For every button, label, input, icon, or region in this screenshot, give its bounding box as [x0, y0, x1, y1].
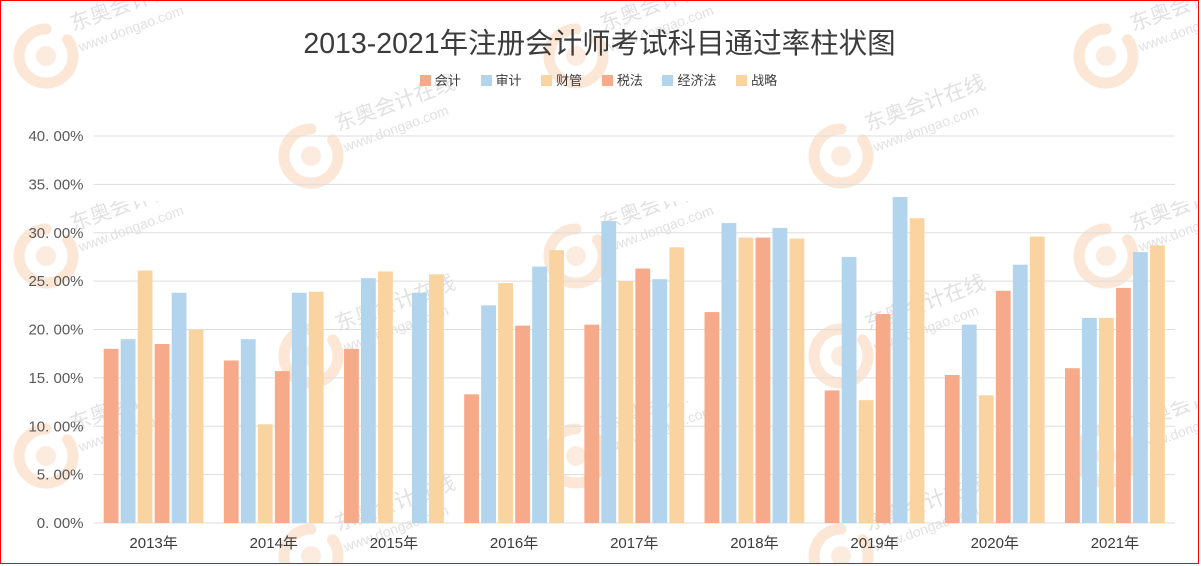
- svg-text:0. 00%: 0. 00%: [37, 515, 84, 532]
- svg-text:35. 00%: 35. 00%: [28, 176, 83, 193]
- svg-text:2019年: 2019年: [850, 535, 898, 552]
- svg-text:2014年: 2014年: [250, 535, 298, 552]
- svg-text:25. 00%: 25. 00%: [28, 273, 83, 290]
- svg-text:2021年: 2021年: [1091, 535, 1139, 552]
- svg-text:2018年: 2018年: [730, 535, 778, 552]
- svg-text:10. 00%: 10. 00%: [28, 418, 83, 435]
- svg-text:2013年: 2013年: [129, 535, 177, 552]
- svg-text:2017年: 2017年: [610, 535, 658, 552]
- svg-text:2015年: 2015年: [370, 535, 418, 552]
- svg-text:30. 00%: 30. 00%: [28, 225, 83, 242]
- svg-text:5. 00%: 5. 00%: [37, 467, 84, 484]
- svg-text:40. 00%: 40. 00%: [28, 128, 83, 145]
- svg-text:15. 00%: 15. 00%: [28, 370, 83, 387]
- svg-text:2016年: 2016年: [490, 535, 538, 552]
- svg-text:2020年: 2020年: [971, 535, 1019, 552]
- svg-text:20. 00%: 20. 00%: [28, 322, 83, 339]
